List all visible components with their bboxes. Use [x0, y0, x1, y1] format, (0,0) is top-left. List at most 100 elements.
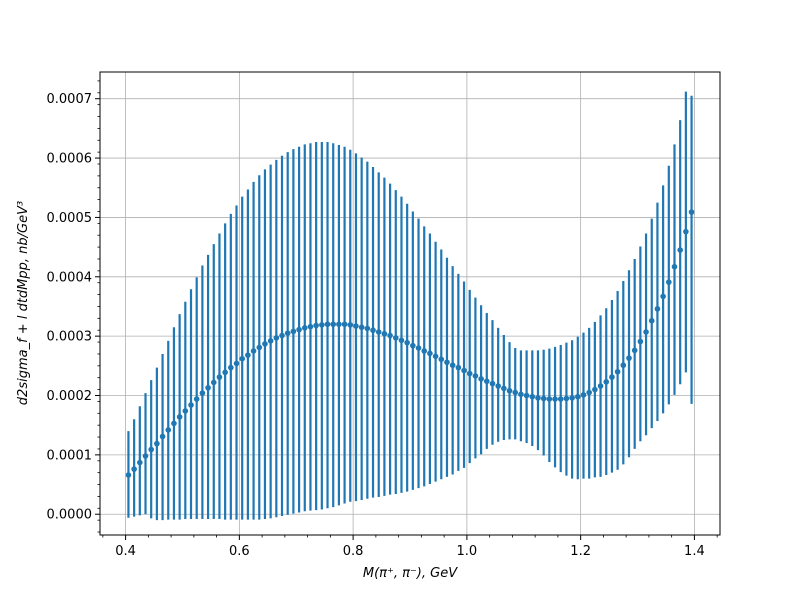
data-point [427, 350, 433, 357]
data-point [347, 322, 354, 328]
data-point [671, 263, 678, 270]
data-point [643, 329, 649, 335]
y-tick-label: 0.0005 [47, 211, 93, 226]
y-tick-label: 0.0006 [47, 152, 93, 167]
data-point [461, 367, 467, 374]
data-point [199, 390, 206, 396]
data-point [301, 325, 308, 331]
data-point [148, 446, 154, 453]
data-point [228, 364, 234, 371]
data-point [501, 385, 507, 392]
data-point [677, 247, 683, 253]
data-point [620, 362, 627, 369]
x-tick-label: 0.4 [115, 544, 136, 559]
data-point [518, 391, 524, 398]
data-point [341, 321, 348, 328]
data-point [154, 440, 160, 447]
data-point [284, 330, 291, 336]
data-point [569, 395, 575, 401]
data-point [683, 228, 689, 235]
data-point [455, 364, 462, 371]
y-axis-label: d2sigma_f + l dtdMpp, nb/GeV³ [16, 201, 31, 405]
data-point [410, 342, 416, 349]
data-point [182, 408, 189, 414]
data-point [233, 360, 240, 367]
data-point [267, 338, 274, 344]
data-point [603, 379, 610, 385]
data-point [546, 396, 553, 402]
y-tick-label: 0.0004 [47, 270, 93, 285]
axes-frame [99, 71, 721, 536]
data-point [330, 321, 337, 328]
data-point [609, 374, 615, 380]
data-point [466, 370, 473, 377]
data-point [404, 339, 410, 346]
data-point [205, 384, 211, 391]
x-axis-ticks: 0.4 0.6 0.8 1.0 1.2 1.4 [115, 535, 705, 559]
data-point [592, 386, 598, 393]
data-point [193, 396, 200, 402]
data-point [495, 383, 501, 389]
data-point [552, 396, 558, 402]
data-point [336, 321, 342, 328]
data-point [660, 293, 666, 300]
data-point [273, 335, 280, 341]
x-tick-label: 1.2 [570, 544, 591, 559]
data-point [472, 373, 479, 379]
data-point [688, 209, 695, 215]
data-point [580, 392, 587, 398]
data-point [188, 402, 194, 408]
data-point [131, 466, 137, 472]
data-point [489, 380, 496, 387]
data-point [444, 359, 450, 366]
data-point [375, 329, 382, 335]
x-gridlines [125, 72, 695, 535]
data-point [637, 338, 644, 345]
data-point [125, 472, 132, 478]
data-point [648, 317, 655, 324]
data-point [245, 352, 251, 358]
data-point [159, 433, 166, 440]
data-point [540, 395, 547, 402]
y-axis-minor-ticks [97, 80, 100, 533]
data-point [176, 414, 183, 420]
data-point [210, 379, 217, 386]
data-point [523, 392, 530, 399]
data-point [250, 348, 257, 354]
data-point [279, 332, 285, 339]
x-tick-label: 1.4 [684, 544, 705, 559]
data-point [529, 393, 536, 400]
y-tick-label: 0.0007 [47, 92, 93, 107]
data-point [535, 395, 541, 401]
y-tick-label: 0.0001 [47, 448, 93, 463]
data-point [557, 396, 564, 402]
data-point [392, 335, 399, 341]
data-point [597, 383, 604, 389]
data-point [398, 337, 405, 344]
x-axis-label: M(π⁺, π⁻), GeV [363, 566, 458, 581]
y-tick-label: 0.0000 [47, 508, 93, 523]
data-point [432, 353, 439, 360]
x-tick-label: 0.8 [343, 544, 364, 559]
data-point [438, 356, 445, 363]
data-point [381, 330, 388, 337]
data-point [313, 322, 319, 329]
data-point [324, 321, 331, 328]
data-point [216, 374, 223, 380]
data-point [307, 323, 314, 330]
data-point [358, 324, 365, 331]
data-point [387, 332, 393, 339]
data-point [478, 376, 484, 382]
data-point [483, 378, 490, 385]
data-point [239, 355, 246, 362]
data-point [563, 395, 570, 402]
data-point [137, 459, 143, 466]
data-point [614, 368, 621, 375]
data-point [364, 325, 371, 332]
data-point [319, 322, 325, 328]
data-point [421, 348, 428, 354]
data-point [574, 393, 581, 400]
data-point [415, 345, 422, 351]
